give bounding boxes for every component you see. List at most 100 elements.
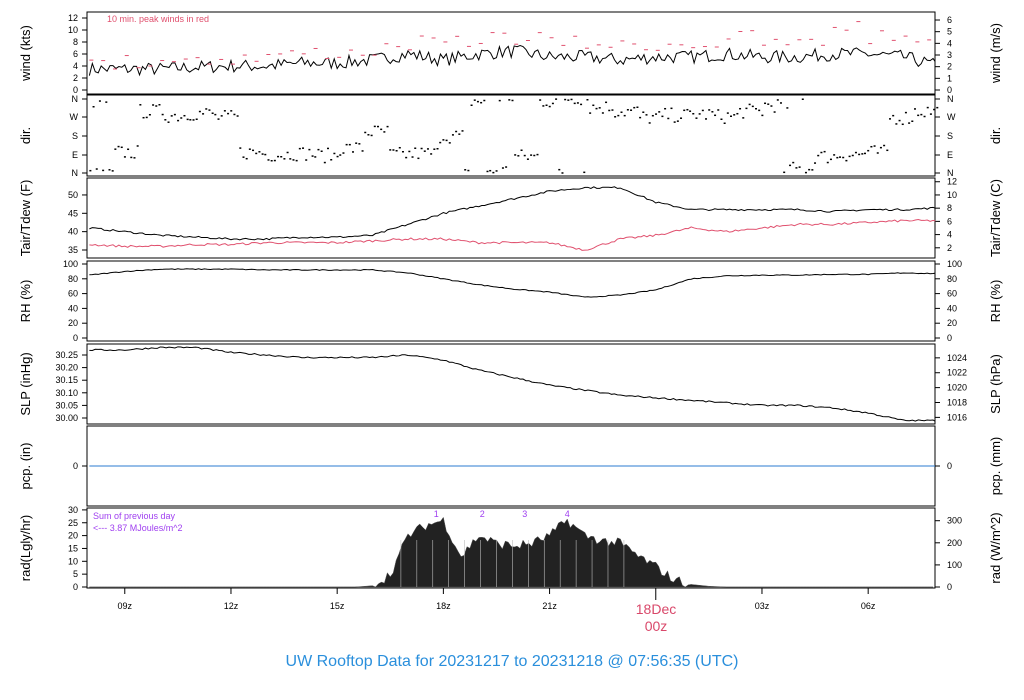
ytick-label-l-dir: W — [70, 112, 79, 122]
ytick-label-r-dir: S — [947, 131, 953, 141]
ytick-label-r-temp: 2 — [947, 243, 952, 253]
radiation-marker: 4 — [565, 509, 570, 519]
ytick-label-r-rad: 0 — [947, 582, 952, 592]
ytick-label-r-wind: 4 — [947, 38, 952, 48]
ytick-label-r-dir: N — [947, 168, 954, 178]
day-hour-label: 00z — [645, 618, 668, 634]
panel-frame-wind — [86, 11, 936, 95]
ytick-label-r-wind: 1 — [947, 73, 952, 83]
ytick-label-r-rad: 200 — [947, 538, 962, 548]
ytick-label-l-slp: 30.20 — [55, 363, 78, 373]
ylabel-left-dir: dir. — [18, 127, 33, 144]
ytick-label-r-rh: 100 — [947, 259, 962, 269]
ytick-label-r-dir: E — [947, 150, 953, 160]
ytick-label-l-slp: 30.00 — [55, 413, 78, 423]
ytick-label-l-dir: E — [72, 150, 78, 160]
ytick-label-r-slp: 1020 — [947, 383, 967, 393]
wind-annotation: 10 min. peak winds in red — [107, 14, 209, 24]
ylabel-left-rh: RH (%) — [18, 280, 33, 323]
ylabel-right-pcp: pcp. (mm) — [988, 437, 1003, 496]
ylabel-left-rad: rad(Lgly/hr) — [18, 515, 33, 581]
ytick-label-r-wind: 2 — [947, 62, 952, 72]
ytick-label-r-rh: 40 — [947, 303, 957, 313]
ytick-label-l-slp: 30.15 — [55, 375, 78, 385]
ytick-label-r-rad: 300 — [947, 516, 962, 526]
ytick-label-l-wind: 8 — [73, 37, 78, 47]
ytick-label-r-rad: 100 — [947, 560, 962, 570]
ylabel-right-wind: wind (m/s) — [988, 23, 1003, 84]
ytick-label-l-wind: 10 — [68, 25, 78, 35]
ylabel-left-slp: SLP (inHg) — [18, 352, 33, 415]
ytick-label-r-temp: 12 — [947, 177, 957, 187]
radiation-marker: 2 — [480, 509, 485, 519]
xtick-label: 18z — [436, 601, 451, 611]
rh-line — [89, 268, 936, 298]
ytick-label-l-wind: 12 — [68, 13, 78, 23]
ytick-label-l-temp: 50 — [68, 190, 78, 200]
ytick-label-l-rh: 40 — [68, 303, 78, 313]
dewpoint-line — [89, 219, 936, 251]
radiation-sum-value: <--- 3.87 MJoules/m^2 — [93, 523, 183, 533]
ytick-label-r-rh: 20 — [947, 318, 957, 328]
radiation-marker: 1 — [434, 509, 439, 519]
wind-speed-line — [88, 44, 936, 77]
radiation-sum-label: Sum of previous day — [93, 511, 176, 521]
ytick-label-l-dir: N — [72, 94, 79, 104]
ylabel-right-slp: SLP (hPa) — [988, 354, 1003, 414]
xtick-label: 21z — [542, 601, 557, 611]
ytick-label-r-wind: 0 — [947, 85, 952, 95]
ytick-label-r-dir: N — [947, 94, 954, 104]
ytick-label-r-temp: 8 — [947, 203, 952, 213]
ytick-label-l-rad: 20 — [68, 531, 78, 541]
ylabel-right-temp: Tair/Tdew (C) — [988, 179, 1003, 257]
ytick-label-r-dir: W — [947, 112, 956, 122]
ytick-label-l-wind: 2 — [73, 73, 78, 83]
ytick-label-r-rh: 60 — [947, 289, 957, 299]
xtick-label: 12z — [224, 601, 239, 611]
ytick-label-l-wind: 4 — [73, 61, 78, 71]
ytick-label-r-slp: 1016 — [947, 412, 967, 422]
ytick-label-l-rh: 100 — [63, 259, 78, 269]
ytick-label-r-slp: 1018 — [947, 397, 967, 407]
ytick-label-l-rh: 20 — [68, 318, 78, 328]
ylabel-right-dir: dir. — [988, 127, 1003, 144]
ytick-label-r-slp: 1022 — [947, 368, 967, 378]
panel-frame-dir — [86, 94, 936, 177]
air-temp-line — [89, 186, 936, 241]
radiation-area — [89, 516, 934, 588]
ytick-label-l-rad: 15 — [68, 543, 78, 553]
ytick-label-l-temp: 40 — [68, 227, 78, 237]
ytick-label-l-rh: 60 — [68, 289, 78, 299]
ytick-label-l-dir: N — [72, 168, 79, 178]
ytick-label-r-wind: 3 — [947, 50, 952, 60]
ytick-label-r-rh: 80 — [947, 274, 957, 284]
ytick-label-l-dir: S — [72, 131, 78, 141]
ytick-label-r-slp: 1024 — [947, 353, 967, 363]
ytick-label-l-slp: 30.05 — [55, 400, 78, 410]
panel-frame-slp — [86, 343, 936, 425]
ytick-label-r-pcp: 0 — [947, 461, 952, 471]
ytick-label-l-slp: 30.10 — [55, 388, 78, 398]
panel-frame-rh — [86, 260, 936, 342]
ytick-label-l-rad: 5 — [73, 569, 78, 579]
ytick-label-l-temp: 45 — [68, 208, 78, 218]
ytick-label-l-rad: 0 — [73, 582, 78, 592]
ytick-label-r-temp: 4 — [947, 230, 952, 240]
ytick-label-r-temp: 6 — [947, 216, 952, 226]
ytick-label-l-wind: 6 — [73, 49, 78, 59]
ylabel-left-temp: Tair/Tdew (F) — [18, 180, 33, 257]
day-label: 18Dec — [636, 601, 676, 617]
slp-line — [89, 346, 936, 423]
ytick-label-l-wind: 0 — [73, 85, 78, 95]
ylabel-right-rad: rad (W/m^2) — [988, 512, 1003, 583]
ytick-label-r-wind: 5 — [947, 27, 952, 37]
xtick-label: 09z — [118, 601, 133, 611]
ytick-label-l-rad: 25 — [68, 518, 78, 528]
ytick-label-r-rh: 0 — [947, 333, 952, 343]
ytick-label-r-wind: 6 — [947, 15, 952, 25]
ytick-label-r-temp: 10 — [947, 190, 957, 200]
xtick-label: 15z — [330, 601, 345, 611]
ytick-label-l-rh: 0 — [73, 333, 78, 343]
ytick-label-l-temp: 35 — [68, 245, 78, 255]
